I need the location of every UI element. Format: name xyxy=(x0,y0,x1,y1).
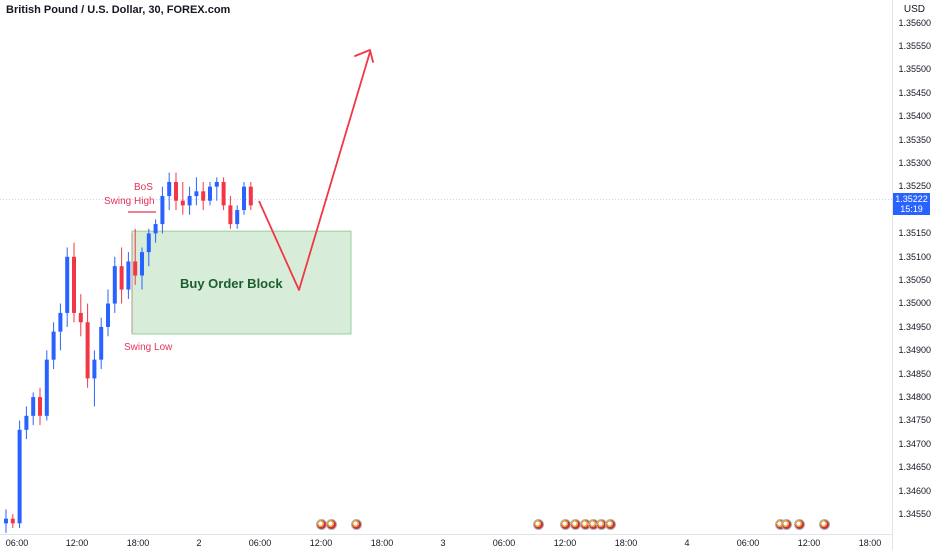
projection-arrow-head xyxy=(354,49,374,63)
candle-up xyxy=(17,429,22,524)
candle-down xyxy=(10,518,15,524)
candle-down xyxy=(133,261,138,276)
time-tick: 18:00 xyxy=(370,538,394,548)
candle-up xyxy=(187,196,192,206)
candle-up xyxy=(106,303,110,327)
price-tick: 1.35000 xyxy=(898,298,931,308)
projection-arrow-path xyxy=(258,51,371,291)
bos-label: BoS xyxy=(134,182,153,193)
time-tick: 06:00 xyxy=(5,538,29,548)
candle-up xyxy=(51,331,56,360)
time-tick: 2 xyxy=(196,538,202,548)
candle-up xyxy=(4,518,8,524)
time-tick: 18:00 xyxy=(858,538,882,548)
time-tick: 18:00 xyxy=(126,538,150,548)
chart-plot[interactable] xyxy=(0,0,892,534)
candle-up xyxy=(153,224,158,234)
candle-up xyxy=(194,191,199,197)
current-price-value: 1.35222 xyxy=(895,194,928,204)
candle-up xyxy=(214,181,219,187)
price-tick: 1.34600 xyxy=(898,486,931,496)
candle-up xyxy=(160,196,165,225)
candle-up xyxy=(31,397,36,416)
price-tick: 1.35500 xyxy=(898,64,931,74)
price-tick: 1.35350 xyxy=(898,135,931,145)
price-tick: 1.35300 xyxy=(898,158,931,168)
economic-event-icon[interactable] xyxy=(794,519,805,530)
price-tick: 1.35450 xyxy=(898,88,931,98)
candle-up xyxy=(126,261,131,290)
time-tick: 12:00 xyxy=(65,538,89,548)
economic-event-icon[interactable] xyxy=(819,519,830,530)
time-tick: 4 xyxy=(684,538,690,548)
candle-up xyxy=(140,252,144,276)
candle-down xyxy=(119,266,124,290)
price-tick: 1.34750 xyxy=(898,415,931,425)
time-tick: 06:00 xyxy=(492,538,516,548)
price-tick: 1.34550 xyxy=(898,509,931,519)
price-tick: 1.35600 xyxy=(898,18,931,28)
candle-up xyxy=(92,359,97,379)
price-tick: 1.35150 xyxy=(898,228,931,238)
economic-event-icon[interactable] xyxy=(781,519,792,530)
price-tick: 1.35250 xyxy=(898,181,931,191)
candle-down xyxy=(180,200,185,206)
price-tick: 1.35550 xyxy=(898,41,931,51)
time-tick: 18:00 xyxy=(614,538,638,548)
chart-title: British Pound / U.S. Dollar, 30, FOREX.c… xyxy=(6,4,231,16)
candle-up xyxy=(24,415,29,430)
price-tick: 1.34950 xyxy=(898,322,931,332)
price-tick: 1.34650 xyxy=(898,462,931,472)
candle-up xyxy=(58,312,63,332)
candle-down xyxy=(201,191,206,201)
time-tick: 12:00 xyxy=(309,538,333,548)
candle-up xyxy=(242,186,246,211)
price-tick: 1.35050 xyxy=(898,275,931,285)
buy-order-block-zone xyxy=(131,230,352,335)
economic-event-icon[interactable] xyxy=(326,519,337,530)
currency-label: USD xyxy=(903,4,925,15)
swing-high-label: Swing High xyxy=(104,196,155,207)
economic-event-icon[interactable] xyxy=(533,519,544,530)
price-axis[interactable]: USD 1.35600 1.35550 1.35500 1.35450 1.35… xyxy=(892,0,932,550)
candle-up xyxy=(99,326,104,360)
buy-order-block-label: Buy Order Block xyxy=(180,276,283,291)
time-tick: 06:00 xyxy=(248,538,272,548)
candle-down xyxy=(72,256,76,313)
time-axis[interactable]: 06:00 12:00 18:00 2 06:00 12:00 18:00 3 … xyxy=(0,534,892,551)
economic-event-icon[interactable] xyxy=(351,519,362,530)
price-tick: 1.34850 xyxy=(898,369,931,379)
time-tick: 06:00 xyxy=(736,538,760,548)
bar-countdown: 15:19 xyxy=(900,204,923,214)
price-tick: 1.34900 xyxy=(898,345,931,355)
current-price-badge: 1.35222 15:19 xyxy=(893,193,930,215)
price-tick: 1.35400 xyxy=(898,111,931,121)
candle-up xyxy=(112,266,117,304)
candle-down xyxy=(248,186,253,206)
candle-down xyxy=(221,181,226,206)
candle-up xyxy=(208,186,212,201)
candle-up xyxy=(44,359,49,416)
candle-up xyxy=(235,210,240,225)
candle-down xyxy=(85,322,90,379)
candle-down xyxy=(38,397,42,416)
candle-down xyxy=(78,312,83,323)
candle-up xyxy=(146,233,151,253)
economic-event-icon[interactable] xyxy=(605,519,616,530)
time-tick: 12:00 xyxy=(797,538,821,548)
time-tick: 3 xyxy=(440,538,446,548)
candle-down xyxy=(228,205,233,225)
price-tick: 1.34800 xyxy=(898,392,931,402)
swing-low-label: Swing Low xyxy=(124,342,173,353)
candle-up xyxy=(65,256,70,313)
price-tick: 1.35100 xyxy=(898,252,931,262)
time-tick: 12:00 xyxy=(553,538,577,548)
candle-up xyxy=(167,181,172,197)
candle-down xyxy=(174,181,178,201)
price-tick: 1.34700 xyxy=(898,439,931,449)
candles-group xyxy=(4,172,253,533)
